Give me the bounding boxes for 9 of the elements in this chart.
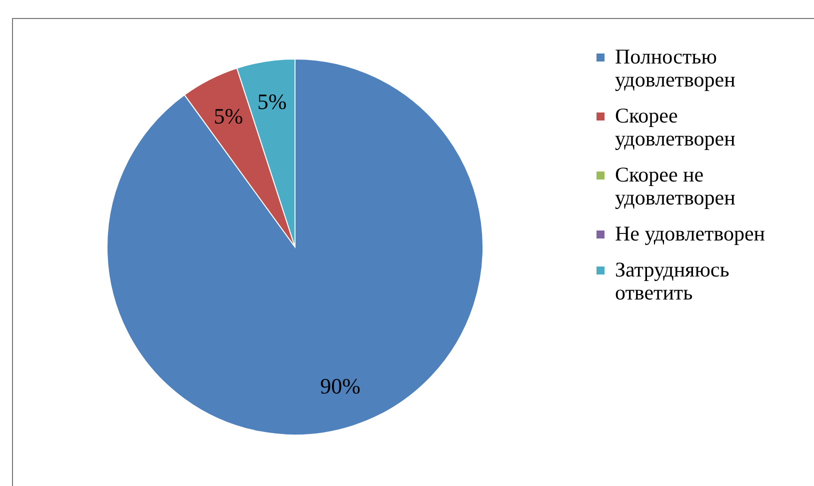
legend-label: Не удовлетворен	[615, 222, 766, 246]
data-label: 5%	[214, 103, 244, 128]
pie-slice	[106, 58, 484, 436]
legend-label: Скорее удовлетворен	[615, 104, 736, 150]
legend-label: Скорее не удовлетворен	[615, 162, 736, 210]
legend-label: Полностью удовлетворен	[615, 44, 736, 92]
data-label: 5%	[257, 89, 287, 114]
data-label: 90%	[320, 373, 360, 398]
legend-label: Затрудняюсь ответить	[615, 258, 730, 304]
